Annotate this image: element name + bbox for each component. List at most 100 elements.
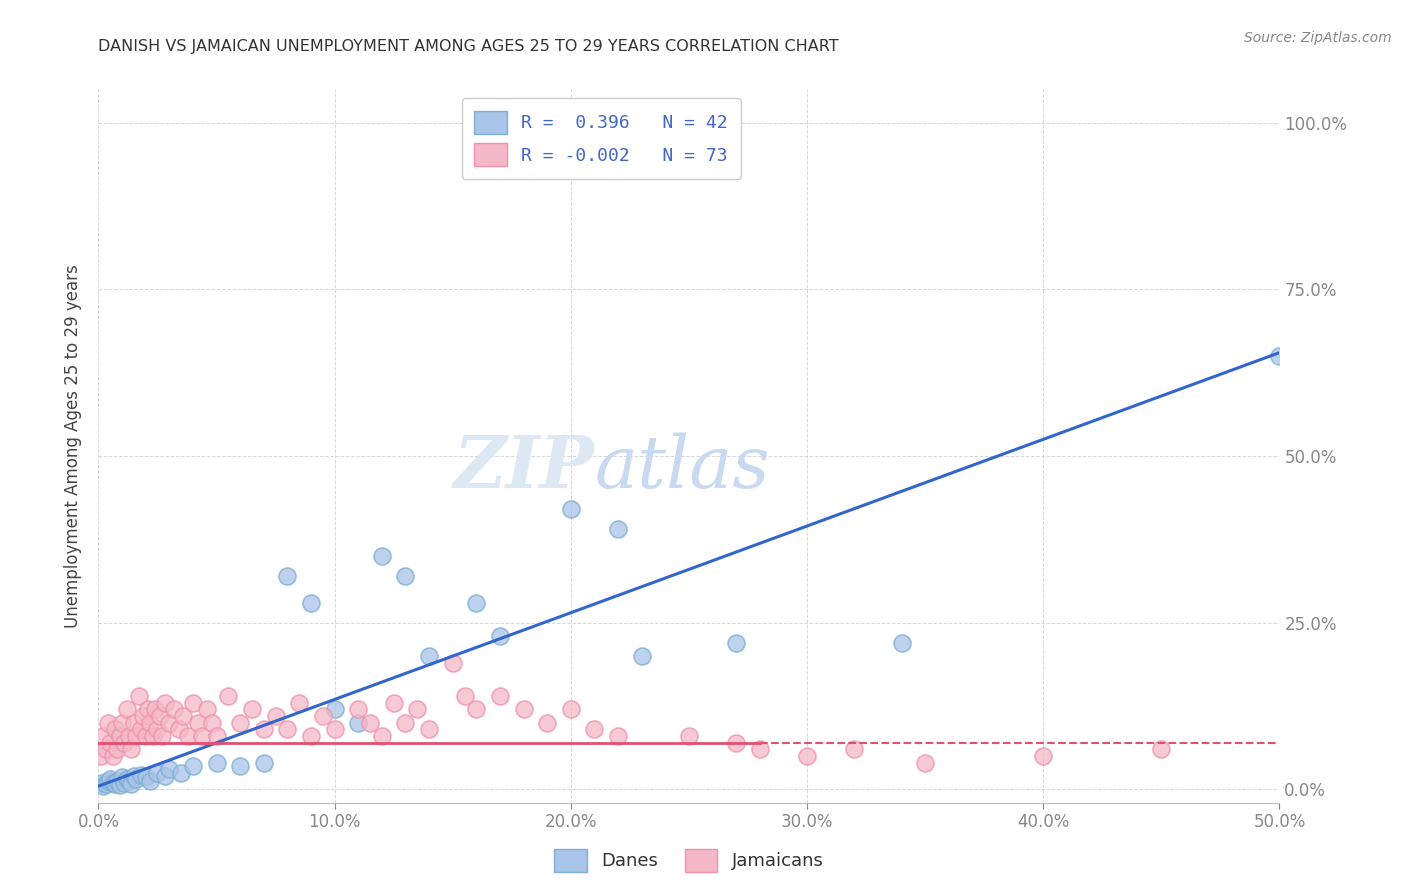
Point xyxy=(125,729,148,743)
Point xyxy=(115,702,138,716)
Point xyxy=(191,729,214,743)
Point xyxy=(489,689,512,703)
Point xyxy=(157,715,180,730)
Text: DANISH VS JAMAICAN UNEMPLOYMENT AMONG AGES 25 TO 29 YEARS CORRELATION CHART: DANISH VS JAMAICAN UNEMPLOYMENT AMONG AG… xyxy=(98,38,839,54)
Point xyxy=(536,715,558,730)
Point xyxy=(347,715,370,730)
Point xyxy=(172,709,194,723)
Point xyxy=(441,656,464,670)
Point xyxy=(135,729,157,743)
Text: Source: ZipAtlas.com: Source: ZipAtlas.com xyxy=(1244,30,1392,45)
Point xyxy=(153,769,176,783)
Point xyxy=(94,742,117,756)
Point xyxy=(122,715,145,730)
Point xyxy=(129,723,152,737)
Point xyxy=(97,774,120,789)
Point xyxy=(153,696,176,710)
Point xyxy=(143,702,166,716)
Point xyxy=(418,649,440,664)
Point xyxy=(112,776,135,790)
Point xyxy=(90,749,112,764)
Point xyxy=(748,742,770,756)
Point xyxy=(229,715,252,730)
Point xyxy=(181,759,204,773)
Point xyxy=(146,765,169,780)
Point xyxy=(91,779,114,793)
Point xyxy=(150,729,173,743)
Point xyxy=(112,736,135,750)
Point xyxy=(115,772,138,787)
Point xyxy=(94,777,117,791)
Point xyxy=(890,636,912,650)
Point xyxy=(108,779,131,793)
Point xyxy=(489,629,512,643)
Point xyxy=(167,723,190,737)
Point xyxy=(108,729,131,743)
Point xyxy=(129,768,152,782)
Point xyxy=(323,723,346,737)
Point xyxy=(132,709,155,723)
Point xyxy=(135,771,157,785)
Point xyxy=(359,715,381,730)
Point xyxy=(453,689,475,703)
Point xyxy=(914,756,936,770)
Point xyxy=(323,702,346,716)
Point xyxy=(312,709,335,723)
Point xyxy=(121,742,143,756)
Point xyxy=(177,729,200,743)
Point xyxy=(105,742,128,756)
Point xyxy=(418,723,440,737)
Point xyxy=(98,772,121,787)
Point xyxy=(299,596,322,610)
Point xyxy=(382,696,405,710)
Point xyxy=(406,702,429,716)
Point xyxy=(139,715,162,730)
Point xyxy=(299,729,322,743)
Point xyxy=(1150,742,1173,756)
Point xyxy=(371,549,394,563)
Point xyxy=(181,696,204,710)
Point xyxy=(149,709,172,723)
Point xyxy=(90,776,112,790)
Text: atlas: atlas xyxy=(595,432,770,503)
Point xyxy=(630,649,652,664)
Point xyxy=(105,774,128,789)
Point xyxy=(1032,749,1054,764)
Point xyxy=(111,715,134,730)
Point xyxy=(796,749,818,764)
Point xyxy=(101,749,124,764)
Point xyxy=(371,729,394,743)
Point xyxy=(195,702,218,716)
Point xyxy=(264,709,287,723)
Y-axis label: Unemployment Among Ages 25 to 29 years: Unemployment Among Ages 25 to 29 years xyxy=(63,264,82,628)
Point xyxy=(583,723,606,737)
Point xyxy=(104,777,127,791)
Point xyxy=(394,569,416,583)
Point xyxy=(111,771,134,785)
Point xyxy=(122,769,145,783)
Legend: Danes, Jamaicans: Danes, Jamaicans xyxy=(547,842,831,880)
Point xyxy=(146,723,169,737)
Point xyxy=(240,702,263,716)
Point xyxy=(125,772,148,787)
Point xyxy=(121,777,143,791)
Point xyxy=(163,702,186,716)
Point xyxy=(101,776,124,790)
Point xyxy=(97,715,120,730)
Point xyxy=(104,723,127,737)
Point xyxy=(560,502,582,516)
Point xyxy=(253,723,276,737)
Point xyxy=(139,774,162,789)
Point xyxy=(512,702,534,716)
Point xyxy=(560,702,582,716)
Point xyxy=(725,736,748,750)
Point xyxy=(607,522,630,536)
Point xyxy=(91,729,114,743)
Point xyxy=(465,596,488,610)
Point xyxy=(1268,349,1291,363)
Point xyxy=(725,636,748,650)
Point xyxy=(205,756,228,770)
Point xyxy=(157,763,180,777)
Point xyxy=(465,702,488,716)
Point xyxy=(394,715,416,730)
